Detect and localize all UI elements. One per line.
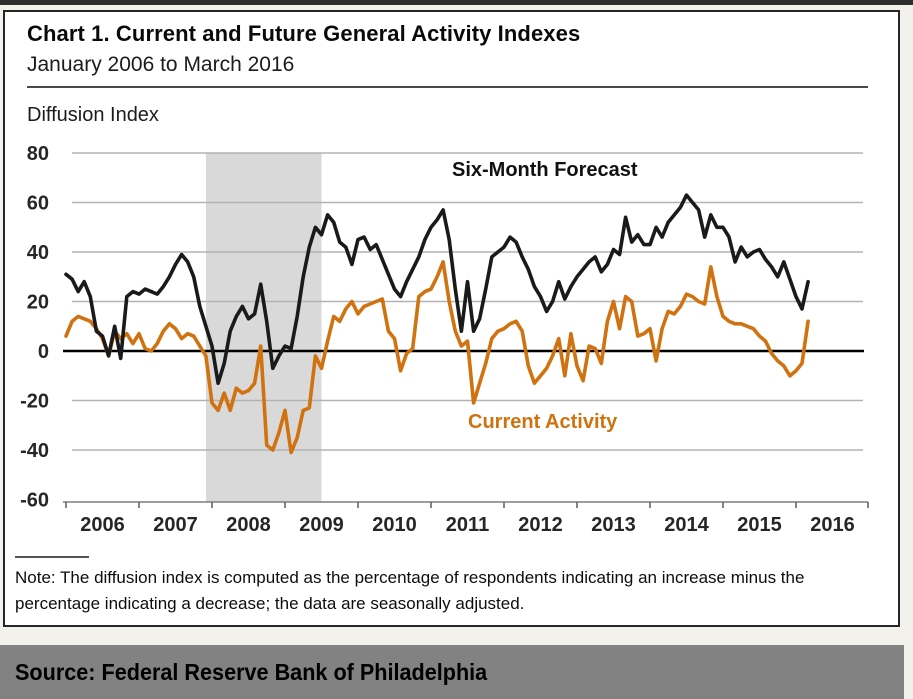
chart-subtitle: January 2006 to March 2016 bbox=[27, 53, 295, 76]
forecast-series-label: Six-Month Forecast bbox=[452, 159, 638, 181]
window-top-border bbox=[0, 0, 913, 5]
chart-panel bbox=[3, 10, 900, 627]
header-rule bbox=[27, 86, 868, 88]
current-series-label: Current Activity bbox=[468, 411, 618, 433]
note-rule bbox=[15, 556, 89, 558]
note-text: Note: The diffusion index is computed as… bbox=[15, 568, 805, 613]
source-label: Source: Federal Reserve Bank of Philadel… bbox=[15, 658, 488, 685]
chart-title: Chart 1. Current and Future General Acti… bbox=[27, 21, 581, 46]
y-axis-title: Diffusion Index bbox=[27, 104, 159, 126]
source-bar: Source: Federal Reserve Bank of Philadel… bbox=[0, 645, 904, 699]
